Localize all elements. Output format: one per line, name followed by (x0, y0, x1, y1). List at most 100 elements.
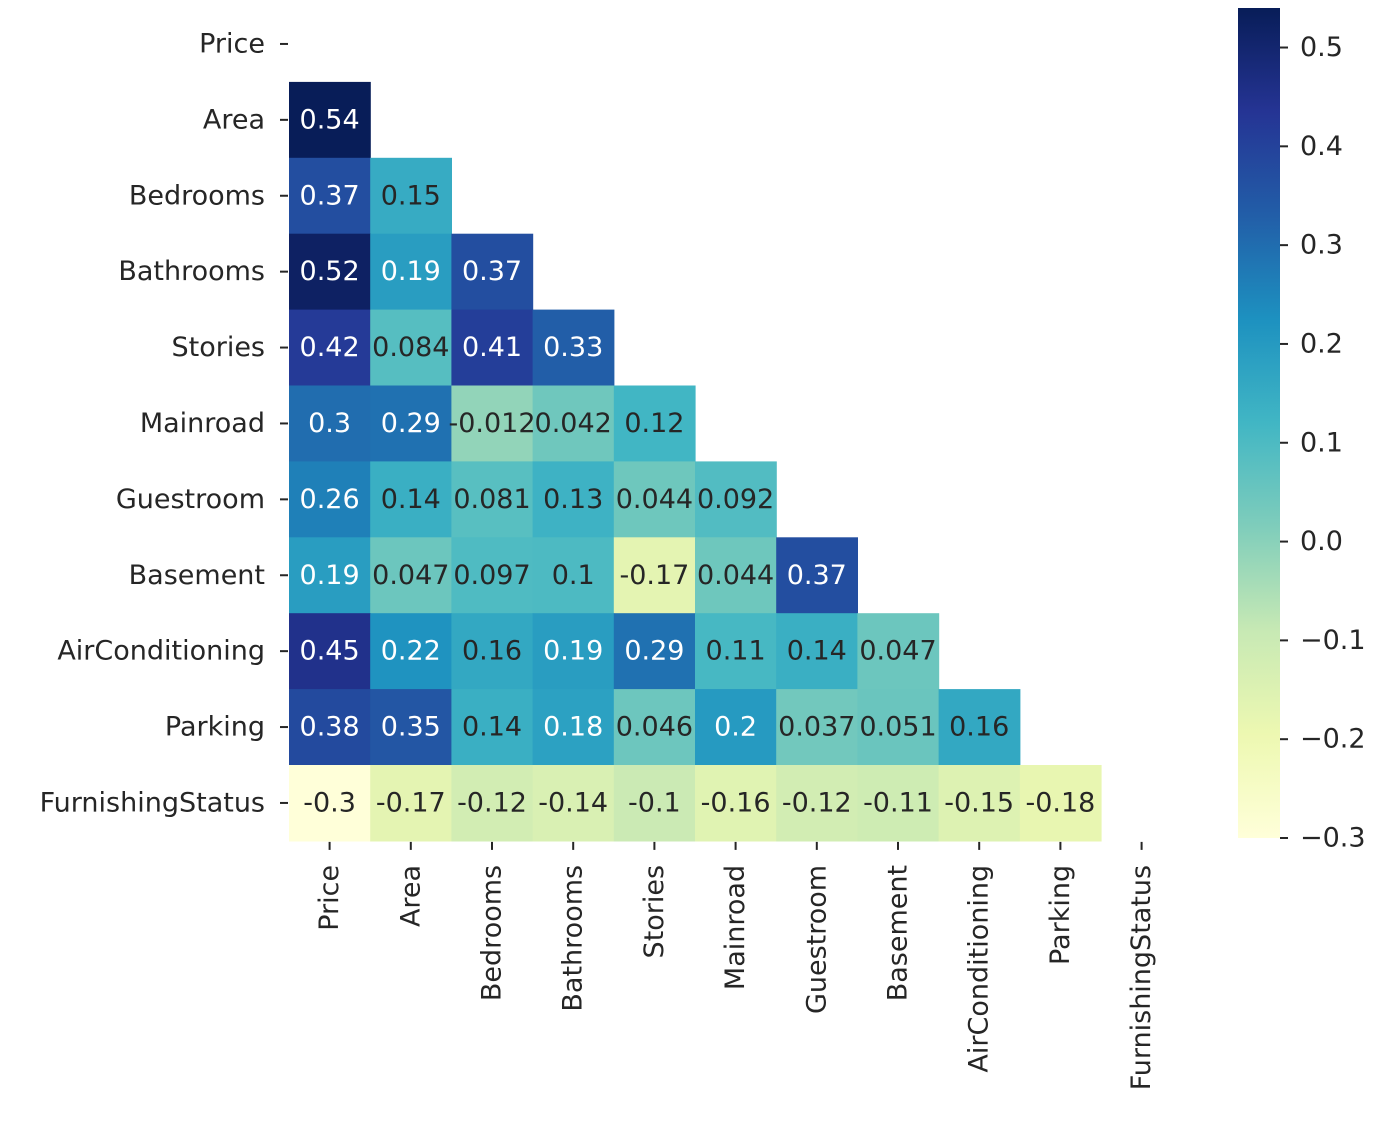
cell-value-bathrooms-price: 0.52 (300, 256, 360, 287)
cell-value-furnishingstatus-guestroom: -0.12 (782, 787, 852, 818)
heatmap-cell-airconditioning-area (370, 613, 452, 690)
heatmap-cell-bathrooms-price (289, 233, 371, 311)
cell-value-stories-area: 0.084 (372, 332, 449, 363)
x-axis: Price Area Bedrooms Bathrooms Stories Mainroa… (314, 841, 1157, 1090)
y-tick-label-airconditioning: AirConditioning (57, 636, 265, 667)
cell-value-guestroom-bedrooms: 0.081 (453, 484, 530, 515)
cell-value-basement-stories: -0.17 (619, 560, 689, 591)
heatmap-cell-bathrooms-bedrooms (451, 233, 534, 311)
heatmap-cell-mainroad-stories (613, 385, 696, 462)
heatmap-cell-area-price (289, 81, 371, 159)
heatmap-cell-bedrooms-area (370, 157, 452, 235)
cell-value-furnishingstatus-parking: -0.18 (1025, 787, 1095, 818)
heatmap-cell-furnishingstatus-stories (613, 765, 696, 842)
heatmap-cell-furnishingstatus-bathrooms (532, 765, 615, 842)
heatmap-cell-parking-airconditioning (938, 689, 1021, 766)
cell-value-stories-bedrooms: 0.41 (462, 332, 522, 363)
cell-value-mainroad-bathrooms: 0.042 (535, 408, 612, 439)
heatmap-cells (289, 81, 1102, 842)
heatmap-cell-labels: 0.54 0.37 0.15 0.52 0.19 0.37 0.42 0.084 0.41 0.3… (300, 104, 1096, 818)
x-tick-label-stories: Stories (639, 865, 670, 959)
colorbar-tick-label: −0.1 (1300, 625, 1366, 656)
colorbar-tick-label: 0.1 (1300, 427, 1343, 458)
cell-value-stories-price: 0.42 (300, 332, 360, 363)
heatmap-cell-furnishingstatus-parking (1019, 765, 1102, 842)
colorbar-tick-label: 0.0 (1300, 526, 1343, 557)
heatmap-cell-airconditioning-bedrooms (451, 613, 534, 690)
cell-value-mainroad-bedrooms: -0.012 (448, 408, 535, 439)
cell-value-bedrooms-price: 0.37 (300, 180, 360, 211)
heatmap-cell-basement-price (289, 537, 371, 614)
cell-value-airconditioning-stories: 0.29 (624, 636, 684, 667)
cell-value-airconditioning-bathrooms: 0.19 (543, 636, 603, 667)
heatmap-cell-mainroad-area (370, 385, 452, 462)
cell-value-furnishingstatus-basement: -0.11 (863, 787, 933, 818)
x-tick-label-guestroom: Guestroom (801, 865, 832, 1014)
colorbar-tick-label: 0.3 (1300, 230, 1343, 261)
cell-value-parking-bedrooms: 0.14 (462, 712, 522, 743)
cell-value-guestroom-price: 0.26 (300, 484, 360, 515)
y-tick-label-basement: Basement (129, 560, 265, 591)
cell-value-airconditioning-bedrooms: 0.16 (462, 636, 522, 667)
heatmap-cell-bedrooms-price (289, 157, 371, 235)
cell-value-airconditioning-basement: 0.047 (859, 636, 936, 667)
cell-value-airconditioning-mainroad: 0.11 (706, 636, 766, 667)
y-tick-label-mainroad: Mainroad (140, 408, 265, 439)
heatmap-cell-basement-bedrooms (451, 537, 534, 614)
x-tick-label-airconditioning: AirConditioning (964, 865, 995, 1073)
cell-value-basement-price: 0.19 (300, 560, 360, 591)
cell-value-basement-mainroad: 0.044 (697, 560, 774, 591)
heatmap-cell-airconditioning-basement (857, 613, 940, 690)
x-tick-label-mainroad: Mainroad (720, 865, 751, 990)
heatmap-cell-basement-bathrooms (532, 537, 615, 614)
heatmap-cell-basement-area (370, 537, 452, 614)
heatmap-cell-airconditioning-price (289, 613, 371, 690)
cell-value-furnishingstatus-price: -0.3 (303, 787, 356, 818)
cell-value-parking-mainroad: 0.2 (714, 712, 757, 743)
heatmap-cell-parking-stories (613, 689, 696, 766)
cell-value-guestroom-stories: 0.044 (616, 484, 693, 515)
y-tick-label-furnishingstatus: FurnishingStatus (40, 787, 265, 818)
cell-value-furnishingstatus-bedrooms: -0.12 (457, 787, 527, 818)
heatmap-cell-furnishingstatus-bedrooms (451, 765, 534, 842)
heatmap-cell-furnishingstatus-price (289, 765, 371, 842)
colorbar-tick-label: 0.4 (1300, 131, 1343, 162)
heatmap-cell-stories-bedrooms (451, 309, 534, 387)
heatmap-cell-airconditioning-mainroad (695, 613, 777, 690)
heatmap-cell-airconditioning-bathrooms (532, 613, 615, 690)
heatmap-cell-basement-stories (613, 537, 696, 614)
heatmap-cell-bathrooms-area (370, 233, 452, 311)
heatmap-cell-parking-area (370, 689, 452, 766)
cell-value-parking-airconditioning: 0.16 (949, 712, 1009, 743)
cell-value-mainroad-price: 0.3 (308, 408, 351, 439)
x-tick-label-area: Area (395, 865, 426, 927)
heatmap-cell-basement-guestroom (776, 537, 858, 614)
heatmap-cell-stories-bathrooms (532, 309, 615, 387)
heatmap-cell-mainroad-price (289, 385, 371, 462)
heatmap-cell-furnishingstatus-area (370, 765, 452, 842)
cell-value-furnishingstatus-area: -0.17 (376, 787, 446, 818)
heatmap-cell-stories-area (370, 309, 452, 387)
heatmap-cell-furnishingstatus-airconditioning (938, 765, 1021, 842)
y-tick-label-bathrooms: Bathrooms (118, 256, 265, 287)
cell-value-airconditioning-price: 0.45 (300, 636, 360, 667)
cell-value-parking-area: 0.35 (381, 712, 441, 743)
heatmap-cell-parking-basement (857, 689, 940, 766)
cell-value-parking-bathrooms: 0.18 (543, 712, 603, 743)
cell-value-basement-bathrooms: 0.1 (552, 560, 595, 591)
cell-value-bathrooms-area: 0.19 (381, 256, 441, 287)
heatmap-cell-guestroom-area (370, 461, 452, 538)
cell-value-parking-guestroom: 0.037 (778, 712, 855, 743)
cell-value-basement-guestroom: 0.37 (787, 560, 847, 591)
cell-value-guestroom-area: 0.14 (381, 484, 441, 515)
cell-value-guestroom-bathrooms: 0.13 (543, 484, 603, 515)
y-tick-label-area: Area (203, 104, 265, 135)
x-tick-label-basement: Basement (883, 865, 914, 1001)
heatmap-cell-guestroom-bedrooms (451, 461, 534, 538)
heatmap-cell-guestroom-mainroad (695, 461, 777, 538)
heatmap-cell-basement-mainroad (695, 537, 777, 614)
heatmap-cell-mainroad-bathrooms (532, 385, 615, 462)
y-tick-label-price: Price (199, 28, 265, 59)
heatmap-cell-parking-bedrooms (451, 689, 534, 766)
